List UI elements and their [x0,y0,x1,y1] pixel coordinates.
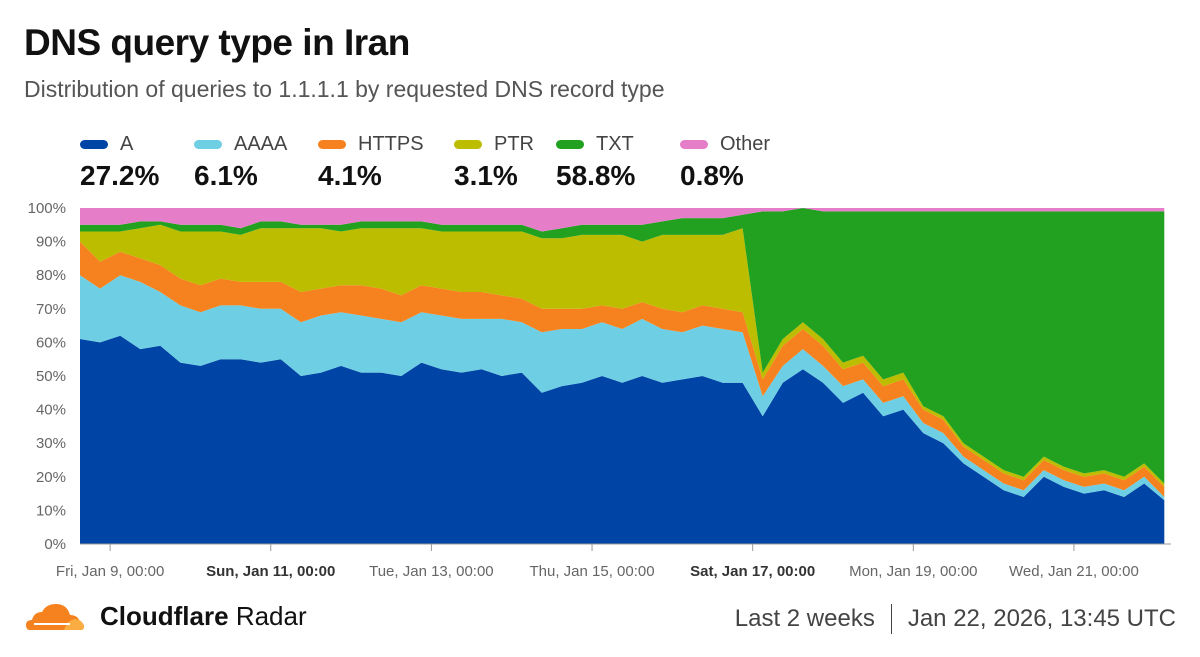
legend-item-other[interactable]: Other 0.8% [680,132,770,192]
cloudflare-cloud-icon [26,604,84,630]
y-tick-label: 100% [28,200,66,217]
time-range: Last 2 weeks [734,605,875,632]
y-tick-label: 50% [36,368,66,385]
legend-label-ptr: PTR [494,132,534,155]
x-tick-label: Sun, Jan 11, 00:00 [206,563,335,580]
legend-item-https[interactable]: HTTPS 4.1% [318,132,424,192]
x-tick-label: Thu, Jan 15, 00:00 [529,563,654,580]
legend-label-a: A [120,132,134,155]
y-tick-label: 40% [36,402,66,419]
legend-item-txt[interactable]: TXT 58.8% [556,132,635,192]
chart-title: DNS query type in Iran [24,22,410,63]
area-series-aaaa[interactable] [80,275,1165,501]
y-tick-label: 0% [44,536,66,553]
legend-item-a[interactable]: A 27.2% [80,132,159,192]
x-tick-label: Sat, Jan 17, 00:00 [690,563,815,580]
legend-swatch-https [318,139,346,149]
legend-label-https: HTTPS [358,132,424,155]
y-tick-label: 90% [36,234,66,251]
area-series-a[interactable] [80,335,1165,544]
y-tick-label: 30% [36,435,66,452]
chart-subtitle: Distribution of queries to 1.1.1.1 by re… [24,76,665,102]
legend-swatch-ptr [454,139,482,149]
x-tick-label: Tue, Jan 13, 00:00 [369,563,494,580]
brand-name: Cloudflare [100,600,229,631]
legend-value-https: 4.1% [318,160,382,191]
y-tick-label: 80% [36,267,66,284]
legend-value-a: 27.2% [80,160,160,191]
legend: A 27.2% AAAA 6.1% HTTPS 4.1% PTR 3.1% TX… [80,132,840,192]
area-series-ptr[interactable] [80,224,1165,487]
x-tick-label: Mon, Jan 19, 00:00 [849,563,977,580]
x-tick-label: Fri, Jan 9, 00:00 [56,563,164,580]
legend-value-aaaa: 6.1% [194,160,258,191]
legend-swatch-txt [556,139,584,149]
x-tick-label: Wed, Jan 21, 00:00 [1009,563,1139,580]
legend-item-aaaa[interactable]: AAAA 6.1% [194,132,287,192]
area-series-https[interactable] [80,241,1165,497]
timestamp: Jan 22, 2026, 13:45 UTC [907,605,1176,632]
legend-label-txt: TXT [596,132,634,155]
legend-value-ptr: 3.1% [454,160,518,191]
legend-value-txt: 58.8% [556,160,636,191]
legend-swatch-other [680,139,708,149]
cloudflare-radar-logo: Cloudflare Radar [24,600,307,632]
y-tick-label: 70% [36,301,66,318]
area-series-other[interactable] [80,208,1165,232]
legend-item-ptr[interactable]: PTR 3.1% [454,132,534,192]
stacked-area-chart: 0% 10% 20% 30% 40% 50% 60% 70% 80% 90% 100% Fri, Ja… [28,200,1171,580]
y-tick-label: 10% [36,502,66,519]
footer-divider [890,604,892,634]
brand-product: Radar [235,600,307,631]
legend-label-aaaa: AAAA [234,132,288,155]
legend-swatch-aaaa [194,139,222,149]
y-tick-label: 20% [36,469,66,486]
y-tick-label: 60% [36,334,66,351]
legend-label-other: Other [720,132,771,155]
legend-value-other: 0.8% [680,160,744,191]
legend-swatch-a [80,139,108,149]
footer-info: Last 2 weeks Jan 22, 2026, 13:45 UTC [735,604,1176,634]
area-series-txt[interactable] [80,208,1165,484]
